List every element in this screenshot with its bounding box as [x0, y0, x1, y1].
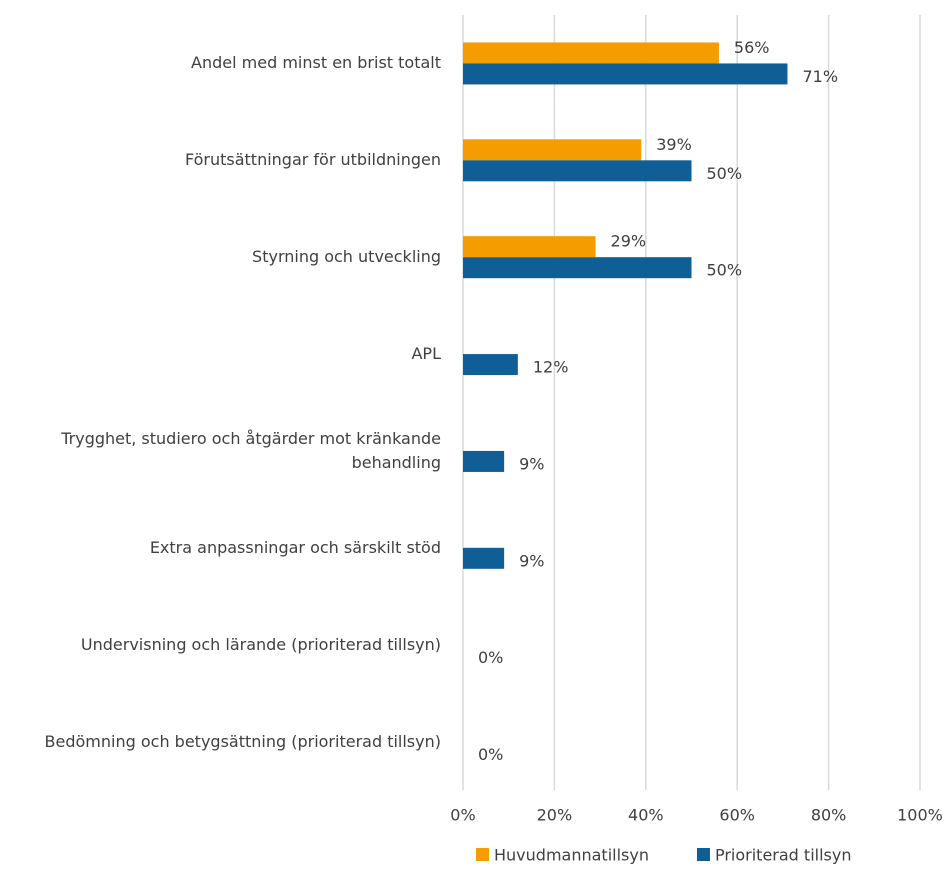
data-label: 9% — [519, 551, 544, 570]
data-label: 9% — [519, 454, 544, 473]
data-label: 29% — [611, 232, 647, 251]
bar — [463, 160, 692, 182]
bar — [463, 139, 642, 161]
data-label: 0% — [478, 745, 503, 764]
bar — [463, 547, 505, 569]
x-tick-label: 20% — [537, 806, 573, 825]
legend-label: Prioriterad tillsyn — [715, 846, 852, 865]
bar — [463, 236, 596, 258]
y-tick-label: APL — [411, 344, 441, 364]
data-label: 0% — [478, 648, 503, 667]
bar — [463, 63, 788, 85]
legend-label: Huvudmannatillsyn — [494, 846, 649, 865]
x-tick-label: 100% — [897, 806, 943, 825]
data-label: 12% — [533, 358, 569, 377]
bar — [463, 42, 719, 64]
y-tick-label: Trygghet, studiero och åtgärder mot krän… — [61, 428, 441, 472]
bar — [463, 257, 692, 279]
data-label: 50% — [707, 261, 743, 280]
y-tick-label: Extra anpassningar och särskilt stöd — [149, 537, 441, 557]
x-tick-label: 0% — [450, 806, 475, 825]
y-tick-label: Styrning och utveckling — [252, 247, 441, 267]
x-tick-label: 60% — [719, 806, 755, 825]
data-label: 56% — [734, 38, 770, 57]
legend-swatch — [696, 848, 710, 861]
bar — [463, 354, 518, 376]
bar — [463, 450, 505, 472]
data-label: 50% — [707, 164, 743, 183]
x-tick-label: 40% — [628, 806, 664, 825]
data-label: 39% — [656, 135, 692, 154]
x-tick-label: 80% — [811, 806, 847, 825]
legend-swatch — [476, 848, 489, 861]
y-tick-label: Förutsättningar för utbildningen — [184, 150, 441, 170]
y-tick-label: Andel med minst en brist totalt — [191, 53, 441, 73]
data-label: 71% — [802, 67, 838, 86]
y-tick-label: Bedömning och betygsättning (prioriterad… — [44, 731, 441, 751]
y-tick-label: Undervisning och lärande (prioriterad ti… — [80, 634, 441, 654]
